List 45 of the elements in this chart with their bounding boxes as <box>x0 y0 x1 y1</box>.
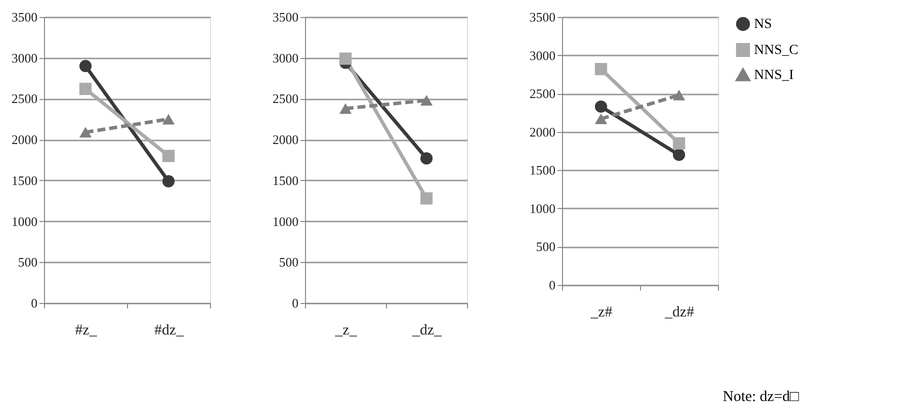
y-tick-label: 3000 <box>12 50 38 66</box>
point <box>339 52 352 65</box>
y-tick-label: 2000 <box>530 124 556 140</box>
y-tick-label: 2500 <box>530 86 556 102</box>
y-tick-label: 3000 <box>530 48 556 63</box>
y-tick-label: 0 <box>549 278 556 292</box>
point <box>420 192 433 205</box>
y-tick-label: 500 <box>279 254 298 270</box>
x-tick-label: _dz# <box>664 304 695 320</box>
y-tick-label: 1500 <box>530 162 556 178</box>
y-tick-label: 1000 <box>530 200 556 216</box>
y-tick-label: 2000 <box>272 132 298 148</box>
x-tick-label: #z_ <box>75 322 98 338</box>
point <box>79 82 92 96</box>
point <box>594 100 608 113</box>
y-tick-label: 3000 <box>272 50 298 66</box>
y-tick-label: 1500 <box>12 172 38 188</box>
legend-label: NS <box>754 17 772 32</box>
point <box>162 175 175 188</box>
y-tick-label: 0 <box>31 296 38 310</box>
x-tick-label: _dz_ <box>411 322 442 338</box>
point <box>672 137 686 150</box>
x-tick-label: #dz_ <box>154 322 184 338</box>
legend-label: NNS_C <box>754 43 798 58</box>
y-tick-label: 2500 <box>12 91 38 106</box>
y-tick-label: 2000 <box>12 132 38 148</box>
text: Note: dz=d□ <box>722 389 800 405</box>
legend-label: NNS_I <box>754 68 794 83</box>
y-tick-label: 500 <box>18 254 38 270</box>
point <box>672 148 686 161</box>
y-tick-label: 0 <box>292 296 298 310</box>
y-tick-label: 500 <box>536 239 556 254</box>
point <box>162 150 175 162</box>
x-tick-label: _z_ <box>334 322 358 338</box>
point <box>420 152 433 164</box>
y-tick-label: 3500 <box>12 10 38 24</box>
point <box>594 62 608 76</box>
y-tick-label: 2500 <box>272 91 298 106</box>
x-tick-label: _z# <box>590 304 613 320</box>
y-tick-label: 1000 <box>272 214 298 229</box>
y-tick-label: 1500 <box>272 172 298 188</box>
point <box>79 60 92 72</box>
y-tick-label: 3500 <box>272 10 298 24</box>
y-tick-label: 1000 <box>12 214 38 229</box>
y-tick-label: 3500 <box>530 10 556 24</box>
